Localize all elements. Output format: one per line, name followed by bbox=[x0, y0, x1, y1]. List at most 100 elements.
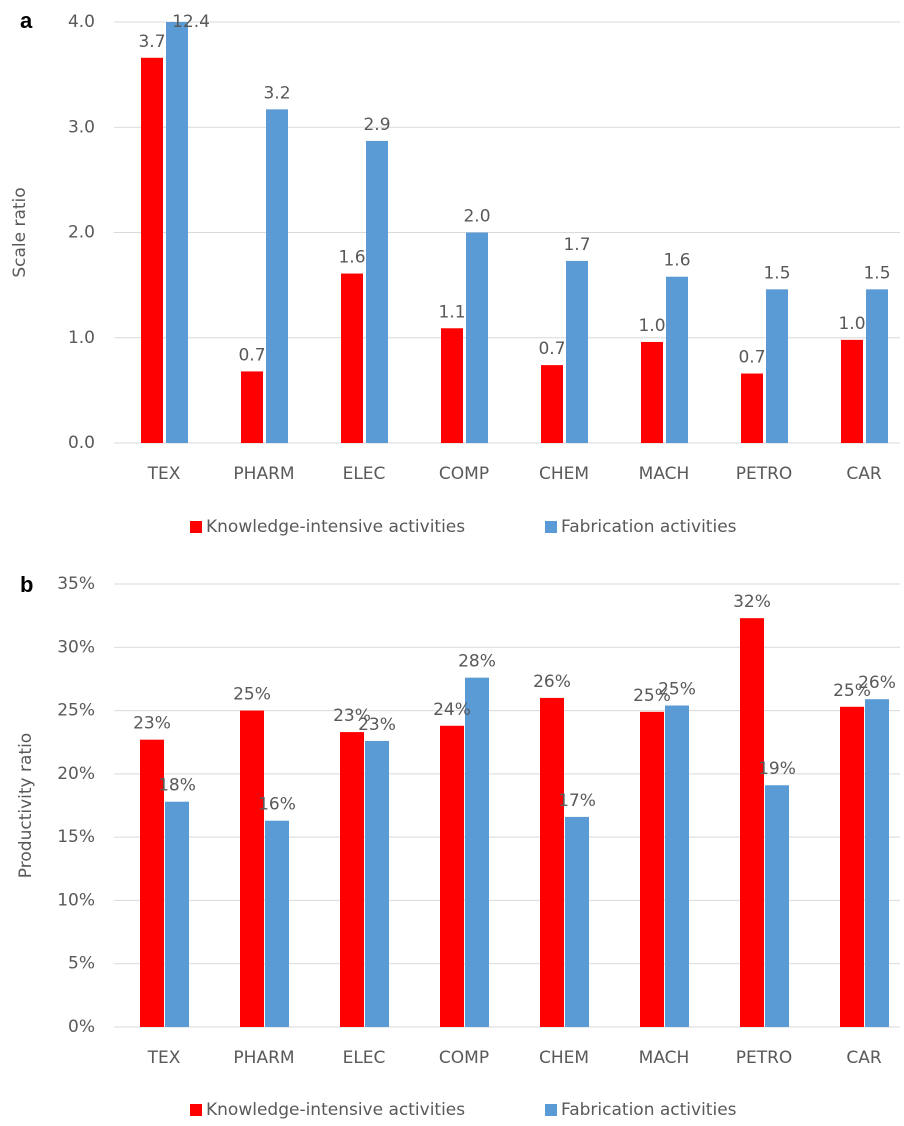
y-axis-title: Scale ratio bbox=[10, 187, 30, 277]
x-tick-label: PETRO bbox=[736, 464, 793, 484]
bar bbox=[266, 109, 288, 444]
value-label: 23% bbox=[333, 706, 371, 726]
y-tick-label: 15% bbox=[57, 827, 95, 847]
value-label: 1.6 bbox=[338, 248, 365, 268]
value-label: 24% bbox=[433, 700, 471, 720]
bar bbox=[241, 371, 263, 443]
y-tick-label: 0.0 bbox=[68, 433, 95, 453]
x-tick-label: COMP bbox=[439, 464, 489, 484]
bar bbox=[740, 618, 764, 1027]
panel-label: b bbox=[20, 572, 33, 597]
value-label: 32% bbox=[733, 592, 771, 612]
x-tick-label: MACH bbox=[639, 464, 690, 484]
bar bbox=[366, 140, 388, 443]
x-tick-label: ELEC bbox=[343, 464, 386, 484]
value-label: 2.0 bbox=[463, 207, 490, 227]
bar bbox=[641, 341, 663, 443]
value-label: 0.7 bbox=[538, 339, 565, 359]
y-tick-label: 4.0 bbox=[68, 12, 95, 32]
y-tick-label: 10% bbox=[57, 890, 95, 910]
value-label: 1.1 bbox=[438, 302, 465, 322]
y-tick-label: 5% bbox=[68, 954, 95, 974]
bar bbox=[565, 816, 589, 1027]
bar bbox=[365, 740, 389, 1027]
bar bbox=[465, 677, 489, 1027]
bar bbox=[741, 373, 763, 443]
value-label: 1.0 bbox=[638, 316, 665, 336]
x-tick-label: PETRO bbox=[736, 1048, 793, 1068]
bar bbox=[166, 22, 188, 443]
value-label: 16% bbox=[258, 795, 296, 815]
bar bbox=[265, 820, 289, 1027]
value-label: 25% bbox=[233, 685, 271, 705]
y-tick-label: 3.0 bbox=[68, 117, 95, 137]
bar bbox=[340, 732, 364, 1027]
x-tick-label: TEX bbox=[147, 1048, 181, 1068]
bar bbox=[441, 328, 463, 443]
x-tick-label: COMP bbox=[439, 1048, 489, 1068]
x-tick-label: CAR bbox=[846, 464, 881, 484]
legend-label: Knowledge-intensive activities bbox=[206, 1100, 465, 1120]
value-label: 1.0 bbox=[838, 314, 865, 334]
legend-swatch bbox=[545, 521, 557, 533]
legend-swatch bbox=[545, 1104, 557, 1116]
value-label: 12.4 bbox=[172, 12, 210, 32]
bar bbox=[640, 711, 664, 1027]
bar bbox=[341, 273, 363, 443]
x-tick-label: PHARM bbox=[233, 1048, 294, 1068]
value-label: 23% bbox=[133, 714, 171, 734]
value-label: 1.6 bbox=[663, 251, 690, 271]
bar bbox=[541, 365, 563, 443]
bar bbox=[140, 739, 164, 1027]
value-label: 26% bbox=[858, 673, 896, 693]
legend-swatch bbox=[190, 521, 202, 533]
y-axis-title: Productivity ratio bbox=[16, 733, 36, 878]
y-tick-label: 30% bbox=[57, 637, 95, 657]
x-tick-label: MACH bbox=[639, 1048, 690, 1068]
bar bbox=[865, 699, 889, 1027]
legend-label: Fabrication activities bbox=[561, 1100, 737, 1120]
value-label: 1.7 bbox=[563, 235, 590, 255]
y-tick-label: 25% bbox=[57, 701, 95, 721]
value-label: 25% bbox=[658, 680, 696, 700]
value-label: 25% bbox=[633, 686, 671, 706]
value-label: 0.7 bbox=[238, 345, 265, 365]
value-label: 1.5 bbox=[763, 263, 790, 283]
bar bbox=[841, 339, 863, 443]
x-tick-label: CHEM bbox=[539, 464, 589, 484]
bar bbox=[240, 710, 264, 1027]
value-label: 2.9 bbox=[363, 115, 390, 135]
value-label: 28% bbox=[458, 652, 496, 672]
value-label: 18% bbox=[158, 776, 196, 796]
x-tick-label: ELEC bbox=[343, 1048, 386, 1068]
value-label: 19% bbox=[758, 759, 796, 779]
value-label: 3.2 bbox=[263, 83, 290, 103]
panel-label: a bbox=[20, 8, 33, 33]
y-tick-label: 2.0 bbox=[68, 223, 95, 243]
value-label: 17% bbox=[558, 791, 596, 811]
bars bbox=[141, 22, 888, 444]
bar bbox=[666, 276, 688, 443]
x-tick-label: CHEM bbox=[539, 1048, 589, 1068]
y-tick-label: 0% bbox=[68, 1017, 95, 1037]
legend-label: Fabrication activities bbox=[561, 517, 737, 537]
bar bbox=[141, 57, 163, 443]
bar bbox=[165, 801, 189, 1027]
value-label: 25% bbox=[833, 681, 871, 701]
y-tick-label: 35% bbox=[57, 574, 95, 594]
bars bbox=[140, 618, 889, 1027]
value-label: 23% bbox=[358, 715, 396, 735]
bar bbox=[440, 725, 464, 1027]
bar bbox=[665, 705, 689, 1027]
bar bbox=[566, 260, 588, 443]
x-tick-label: CAR bbox=[846, 1048, 881, 1068]
value-label: 1.5 bbox=[863, 263, 890, 283]
bar bbox=[766, 289, 788, 443]
x-tick-label: PHARM bbox=[233, 464, 294, 484]
bar bbox=[866, 289, 888, 443]
x-tick-label: TEX bbox=[147, 464, 181, 484]
y-tick-label: 20% bbox=[57, 764, 95, 784]
y-tick-label: 1.0 bbox=[68, 328, 95, 348]
value-label: 3.7 bbox=[138, 32, 165, 52]
